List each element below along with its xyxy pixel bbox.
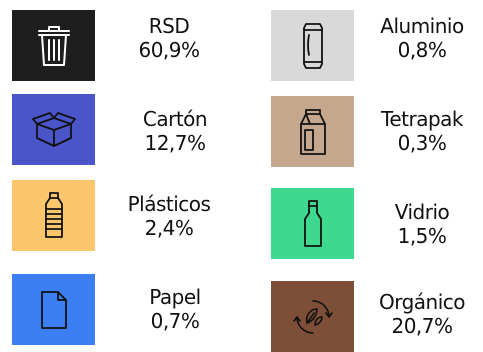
category-name: Cartón <box>142 107 208 131</box>
aluminium-can-icon <box>295 21 331 71</box>
glass-bottle-icon <box>301 199 325 249</box>
category-percent: 60,9% <box>138 38 200 62</box>
label-organico: Orgánico 20,7% <box>357 290 483 338</box>
paper-sheet-icon <box>39 289 69 331</box>
category-name: Vidrio <box>394 200 450 224</box>
tile-tetrapak <box>271 96 354 167</box>
category-percent: 1,5% <box>397 224 447 248</box>
label-papel: Papel 0,7% <box>110 285 240 333</box>
category-name: Orgánico <box>378 290 466 314</box>
label-aluminio: Aluminio 0,8% <box>357 14 483 62</box>
label-carton: Cartón 12,7% <box>110 107 240 155</box>
tile-plasticos <box>12 180 95 251</box>
label-vidrio: Vidrio 1,5% <box>357 200 483 248</box>
category-name: Plásticos <box>127 192 211 216</box>
label-rsd: RSD 60,9% <box>104 14 234 62</box>
tile-carton <box>12 94 95 165</box>
category-percent: 2,4% <box>144 216 194 240</box>
organic-compost-icon <box>292 297 333 337</box>
plastic-bottle-icon <box>40 191 68 241</box>
category-percent: 0,8% <box>397 38 447 62</box>
category-name: Aluminio <box>380 14 464 38</box>
category-percent: 0,7% <box>150 309 200 333</box>
category-name: Papel <box>149 285 201 309</box>
tile-vidrio <box>271 188 354 259</box>
cardboard-box-icon <box>31 110 77 150</box>
category-percent: 20,7% <box>391 314 453 338</box>
category-name: Tetrapak <box>381 107 463 131</box>
tile-organico <box>271 281 354 352</box>
tile-aluminio <box>271 10 354 81</box>
category-name: RSD <box>148 14 190 38</box>
tile-papel <box>12 274 95 345</box>
milk-carton-icon <box>298 108 328 156</box>
label-tetrapak: Tetrapak 0,3% <box>357 107 483 155</box>
label-plasticos: Plásticos 2,4% <box>104 192 234 240</box>
trash-bin-icon <box>34 24 74 68</box>
category-percent: 0,3% <box>397 131 447 155</box>
category-percent: 12,7% <box>144 131 206 155</box>
tile-rsd <box>12 10 95 81</box>
